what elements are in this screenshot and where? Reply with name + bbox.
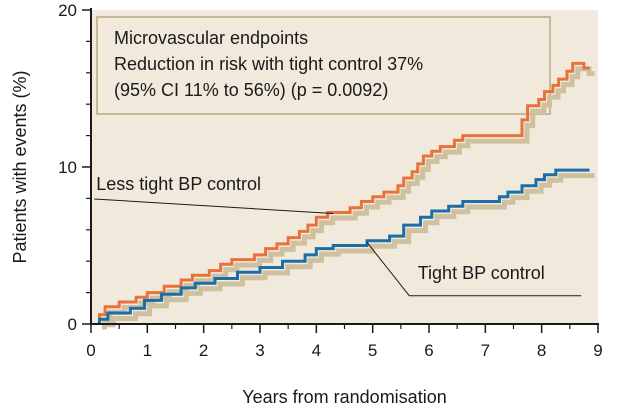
x-tick-label: 7	[481, 341, 490, 360]
x-tick-label: 4	[312, 341, 321, 360]
x-tick-label: 3	[255, 341, 264, 360]
y-tick-label: 10	[58, 158, 77, 177]
x-tick-label: 1	[143, 341, 152, 360]
series-tight	[98, 168, 595, 330]
callout-label-less-tight: Less tight BP control	[96, 174, 261, 194]
x-tick-label: 0	[86, 341, 95, 360]
y-axis-label: Patients with events (%)	[10, 70, 30, 263]
x-tick-label: 6	[424, 341, 433, 360]
x-tick-label: 8	[537, 341, 546, 360]
callout-pointer-tight	[366, 242, 582, 297]
x-axis-label: Years from randomisation	[242, 387, 446, 407]
y-tick-label: 0	[68, 315, 77, 334]
x-tick-label: 5	[368, 341, 377, 360]
series-line	[98, 61, 590, 324]
annotation-box-frame	[96, 16, 551, 115]
x-tick-label: 9	[593, 341, 602, 360]
x-tick-label: 2	[199, 341, 208, 360]
series-shadow-line	[102, 173, 595, 330]
callout-pointer-less-tight	[94, 198, 334, 215]
annotation-line-3: (95% CI 11% to 56%) (p = 0.0092)	[114, 80, 388, 100]
series-line	[98, 168, 590, 324]
annotation-line-1: Microvascular endpoints	[114, 28, 308, 48]
callout-layer: Less tight BP control Tight BP control	[94, 174, 582, 297]
callout-label-tight: Tight BP control	[418, 263, 545, 283]
annotation-box: Microvascular endpoints Reduction in ris…	[96, 16, 551, 115]
axes: 0 1 2 3 4 5 6 7 8 9 0 10 20	[58, 1, 603, 360]
series-layer	[98, 61, 595, 330]
annotation-line-2: Reduction in risk with tight control 37%	[114, 54, 423, 74]
y-tick-label: 20	[58, 1, 77, 20]
